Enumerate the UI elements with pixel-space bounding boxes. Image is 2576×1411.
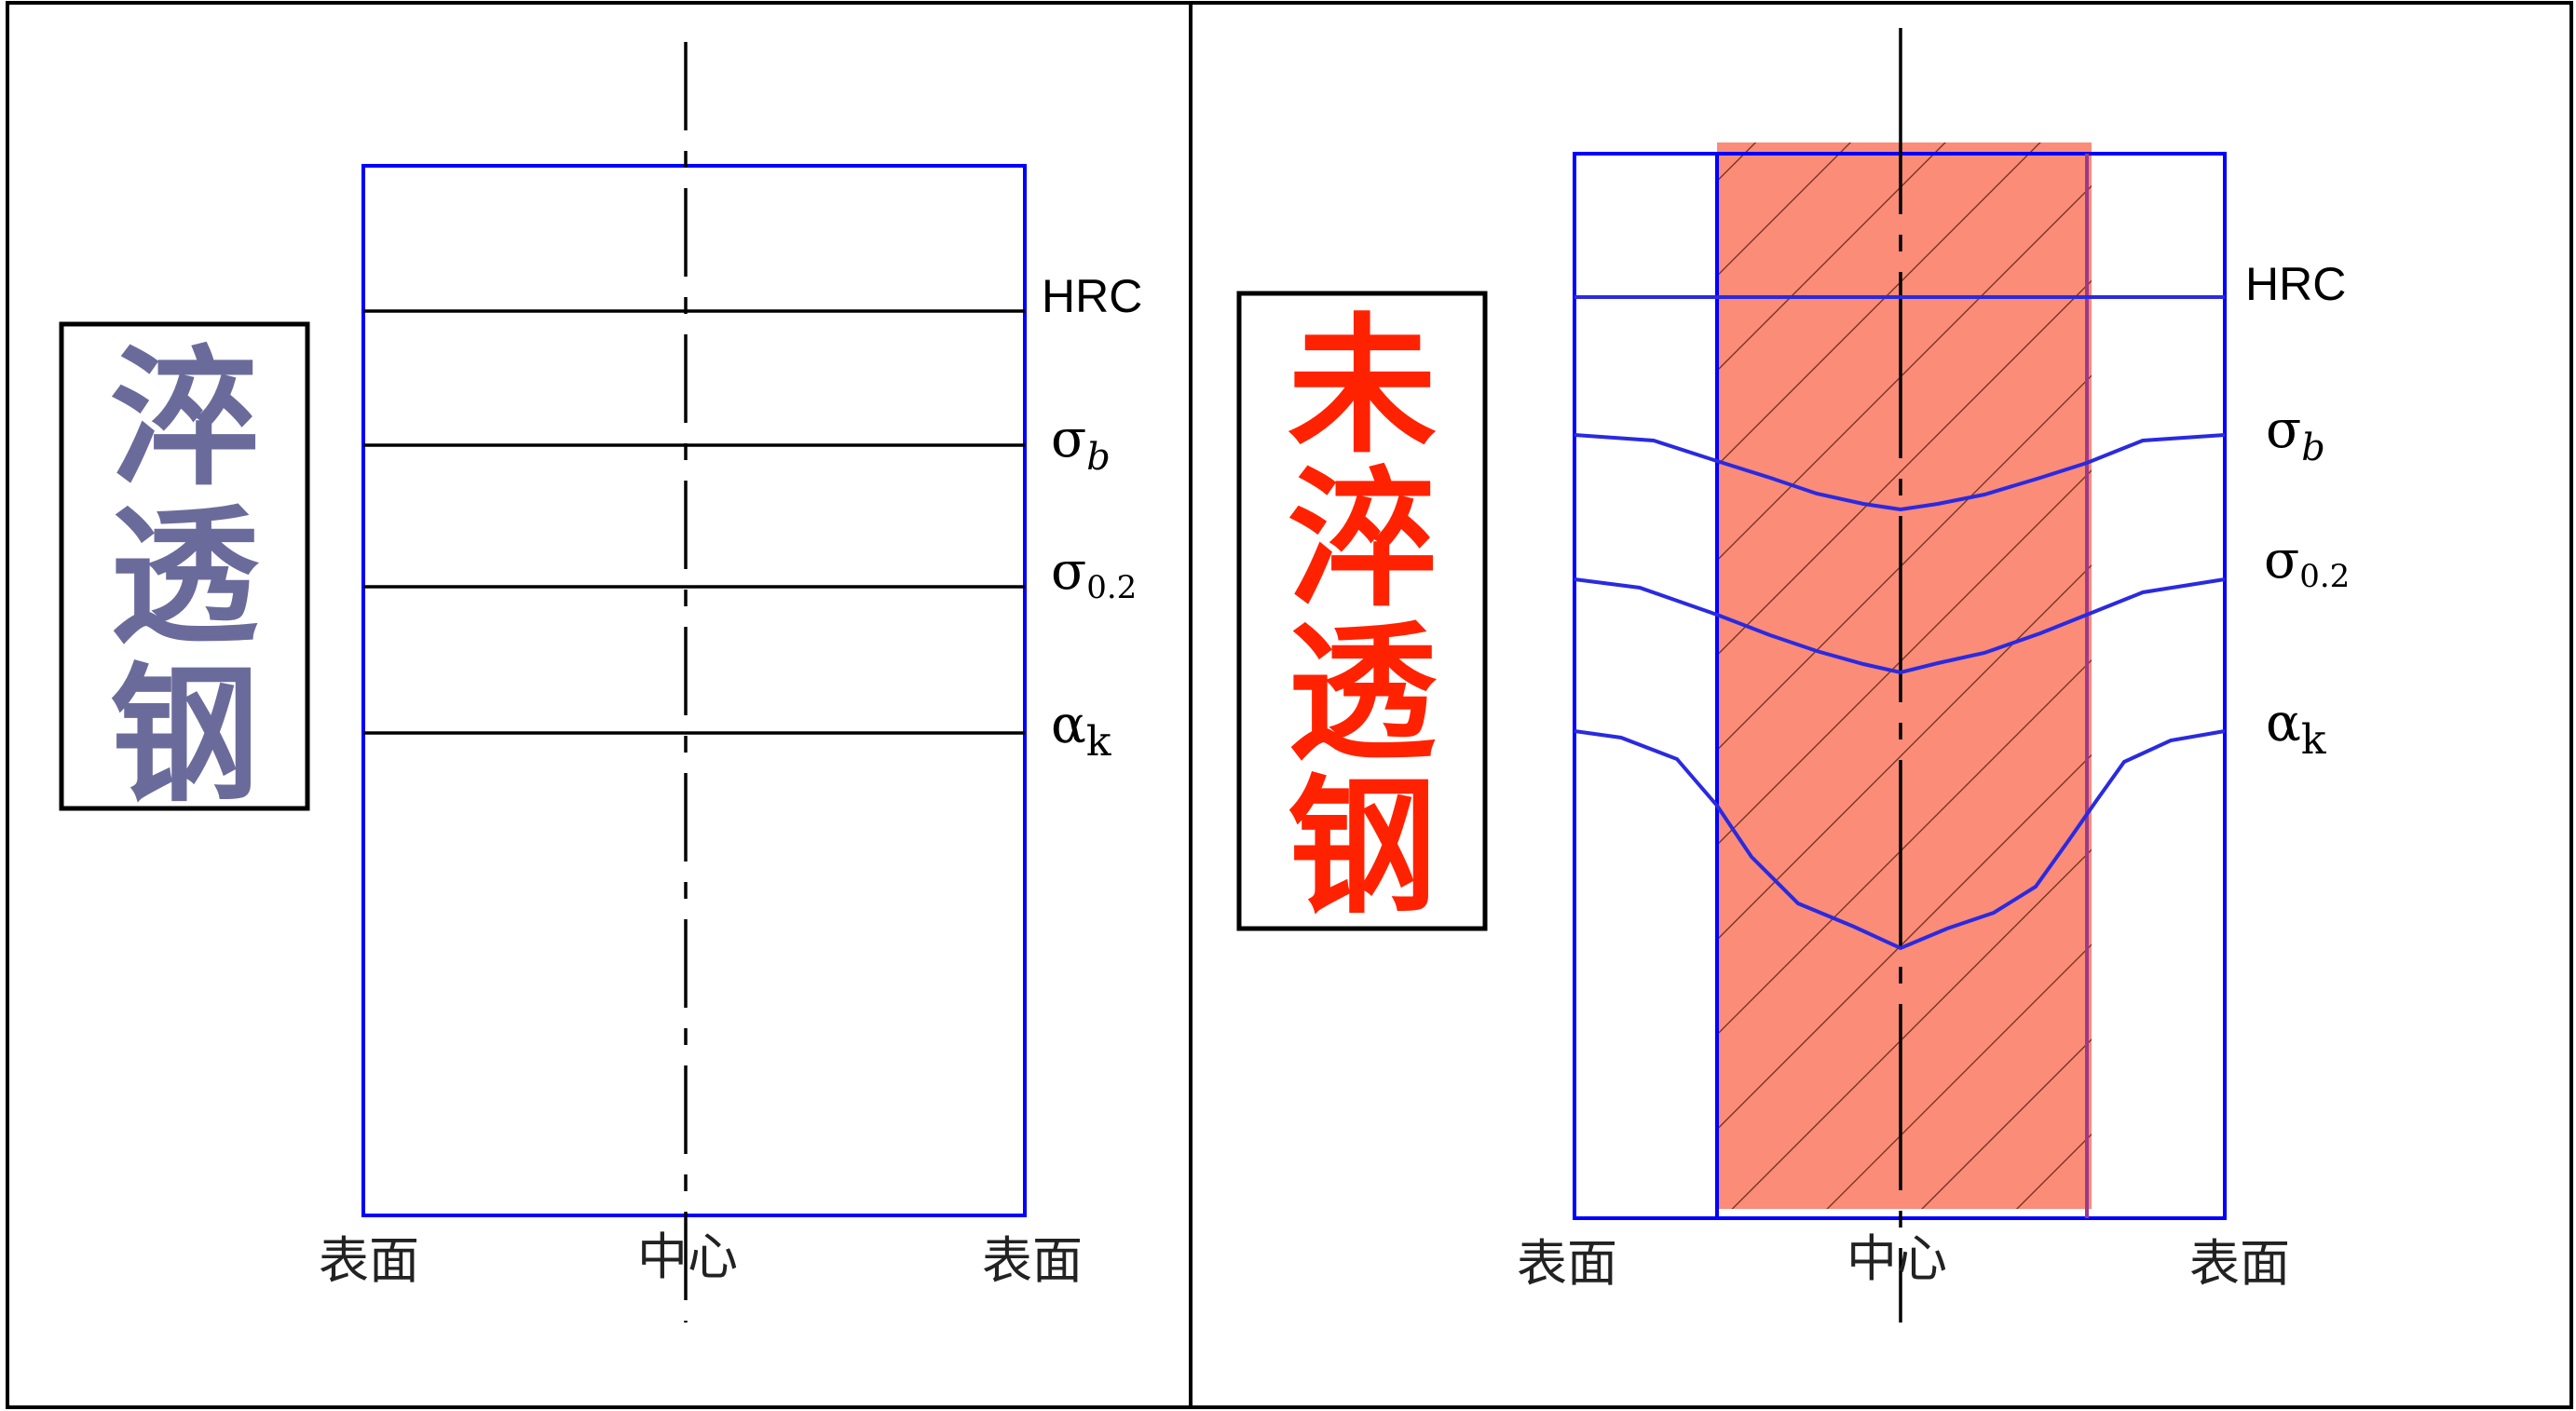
right-sigma-02-label: σ0.2 [2264,530,2350,595]
left-sigma-02-label: σ0.2 [1051,541,1137,606]
right-surface-label-2: 表面 [2189,1234,2290,1293]
right-title-char-2: 淬 [1288,453,1437,627]
left-surface-label-2: 表面 [982,1231,1083,1290]
left-center-label: 中心 [637,1228,738,1286]
outer-frame [6,1,2573,1409]
left-title-char-1: 淬 [110,332,259,506]
right-center-label: 中心 [1847,1229,1947,1288]
right-sigma-b-label: σb [2266,400,2325,469]
right-title-char-1: 未 [1288,299,1437,473]
right-title-char-3: 透 [1288,606,1438,780]
left-title-box [59,321,310,811]
left-surface-label-1: 表面 [319,1231,419,1290]
right-alpha-k-curve [1574,729,2226,951]
core-zone-hatching [1717,142,2092,1209]
right-sigma-02-curve [1574,577,2226,675]
left-title-char-3: 钢 [110,648,259,822]
right-title-box [1236,291,1488,931]
left-panel: 淬 透 钢 HRC σb σ0.2 αk 表面 中心 表面 [59,42,1142,1323]
right-alpha-k-label: αk [2266,693,2326,764]
right-surface-label-1: 表面 [1517,1234,1617,1293]
right-sigma-b-curve [1574,433,2226,512]
left-title-char-2: 透 [110,490,260,664]
left-specimen-outline [361,164,1027,1217]
right-panel: 未 淬 透 钢 HRC σb σ0.2 αk 表面 中心 表面 [1236,28,2350,1323]
left-sigma-b-label: σb [1051,409,1111,479]
left-hrc-label: HRC [1042,270,1142,322]
right-title-char-4: 钢 [1288,760,1437,934]
left-alpha-k-label: αk [1051,695,1111,766]
right-hrc-label: HRC [2245,258,2346,310]
